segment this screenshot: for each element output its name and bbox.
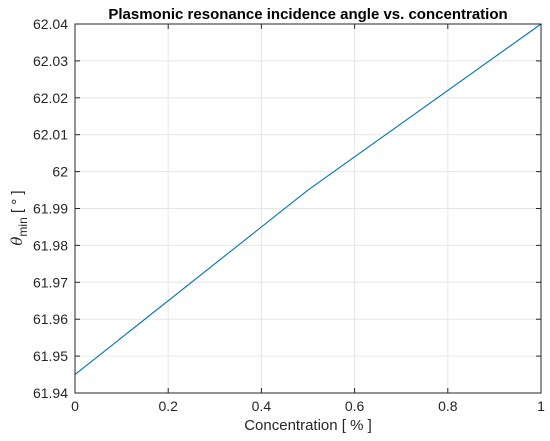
y-tick-label: 61.94 xyxy=(33,385,68,401)
x-axis-label: Concentration [ % ] xyxy=(244,417,372,434)
x-tick-label: 0.2 xyxy=(158,398,178,414)
tick-labels: 0 0.2 0.4 0.6 0.8 1 61.94 61.95 61.96 61.97 61.98 6… xyxy=(33,16,545,414)
y-tick-label: 61.98 xyxy=(33,237,68,253)
ticks xyxy=(74,23,542,394)
y-tick-label: 62.01 xyxy=(33,127,68,143)
y-axis-label-subscript: min xyxy=(16,217,30,236)
y-axis-label: θmin [ ° ] xyxy=(8,190,30,245)
y-tick-label: 62.03 xyxy=(33,53,68,69)
y-tick-label: 61.95 xyxy=(33,348,68,364)
y-tick-label: 61.96 xyxy=(33,311,68,327)
grid xyxy=(74,23,542,394)
chart-title: Plasmonic resonance incidence angle vs. … xyxy=(108,6,507,23)
x-tick-label: 1 xyxy=(537,398,545,414)
y-tick-label: 62.02 xyxy=(33,90,68,106)
x-tick-label: 0.8 xyxy=(438,398,458,414)
y-axis-label-symbol: θ xyxy=(8,237,26,246)
x-tick-label: 0 xyxy=(71,398,79,414)
series-layer xyxy=(74,23,542,375)
y-tick-label: 62.04 xyxy=(33,16,68,32)
y-axis-label-unit: [ ° ] xyxy=(9,190,26,217)
x-tick-label: 0.4 xyxy=(252,398,272,414)
series-line xyxy=(74,23,542,375)
y-tick-label: 62 xyxy=(52,164,68,180)
x-tick-label: 0.6 xyxy=(345,398,365,414)
y-tick-label: 61.97 xyxy=(33,274,68,290)
y-tick-label: 61.99 xyxy=(33,201,68,217)
